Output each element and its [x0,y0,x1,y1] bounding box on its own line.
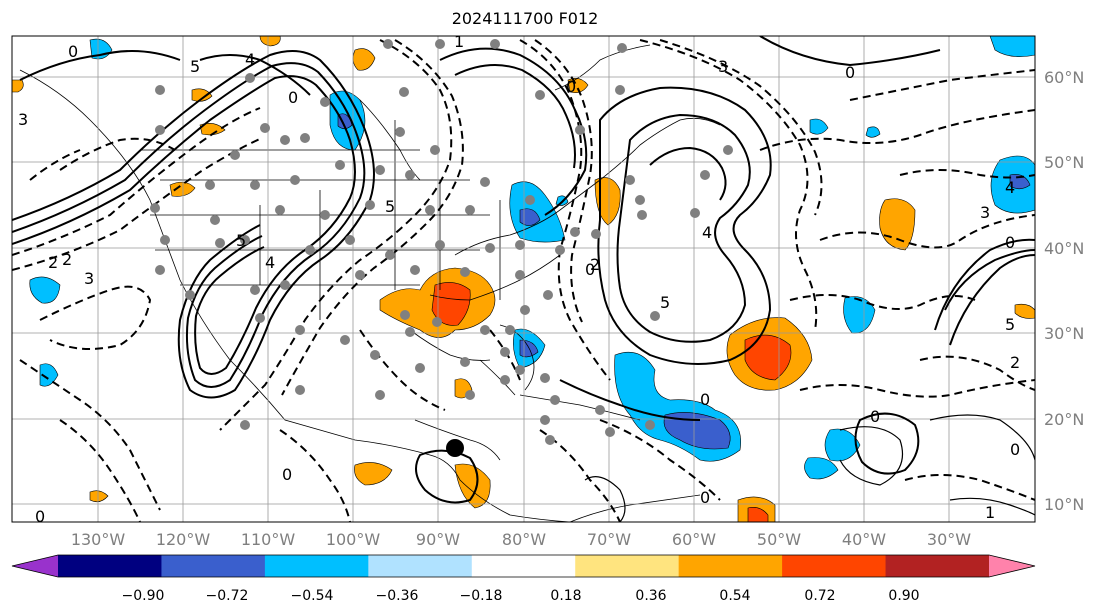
colorbar-tick-label: −0.90 [122,588,165,604]
contour-label: 0 [700,488,710,507]
colorbar-segment [782,555,887,577]
longitude-labels: 130°W 120°W 110°W 100°W 90°W 80°W 70°W 6… [71,530,971,549]
map-panel: 0 5 4 3 2 0 5 4 3 2 1 0 5 4 3 0 0 0 0 5 … [12,32,1035,526]
colorbar-segment [885,555,990,577]
colorbar-tick-label: −0.18 [460,588,503,604]
storm-marker [446,439,464,457]
colorbar-tick-label: 0.18 [550,588,581,604]
lon-label: 90°W [416,530,460,549]
contour-label: 3 [18,110,28,129]
lat-label: 60°N [1044,68,1084,87]
lat-label: 50°N [1044,153,1084,172]
colorbar-extension-low [12,555,58,577]
contour-labels: 0 5 4 3 2 0 5 4 3 2 1 0 5 4 3 0 0 0 0 5 … [18,32,1020,526]
lon-label: 100°W [326,530,381,549]
contour-label: 3 [980,203,990,222]
negative-shading [29,36,1035,480]
contour-label: 5 [190,57,200,76]
lon-label: 70°W [587,530,631,549]
contour-label: 5 [236,231,246,250]
contour-label: 0 [585,260,595,279]
colorbar-segment [471,555,576,577]
colorbar-segment [575,555,680,577]
colorbar-tick-label: −0.72 [206,588,249,604]
contour-label: 0 [282,465,292,484]
colorbar-segment [368,555,473,577]
contour-label: 0 [1010,440,1020,459]
contour-label: 2 [1010,353,1020,372]
contour-label: 5 [660,293,670,312]
colorbar-segment [58,555,162,577]
contour-label: 0 [870,407,880,426]
lon-label: 110°W [241,530,296,549]
contour-label: 5 [385,197,395,216]
contour-label: 0 [68,42,78,61]
lon-label: 80°W [502,530,546,549]
contour-label: 2 [590,255,600,274]
colorbar-tick-label: 0.72 [804,588,835,604]
colorbar-segment [678,555,783,577]
colorbar-segment [264,555,369,577]
lon-label: 40°W [842,530,886,549]
contour-label: 4 [1005,178,1015,197]
lon-label: 60°W [672,530,716,549]
colorbar-segment [161,555,266,577]
lon-label: 30°W [927,530,971,549]
map-frame [11,35,1036,523]
contour-label: 1 [454,32,464,51]
contour-label: 0 [35,507,45,526]
contour-label: 5 [1005,315,1015,334]
latitude-labels: 60°N 50°N 40°N 30°N 20°N 10°N [1044,68,1084,514]
colorbar-tick-label: −0.54 [291,588,334,604]
lat-label: 40°N [1044,239,1084,258]
colorbar-tick-label: −0.36 [376,588,419,604]
contour-label: 0 [845,63,855,82]
dashed-contours [12,39,1035,522]
contour-label: 3 [718,57,728,76]
contour-label: 0 [1005,233,1015,252]
colorbar-tick-label: 0.54 [719,588,750,604]
observation-points [150,39,733,445]
contour-label: 0 [700,390,710,409]
lat-label: 10°N [1044,495,1084,514]
solid-contours [12,36,1035,504]
contour-label: 0 [288,88,298,107]
contour-label: 2 [48,253,58,272]
lat-label: 20°N [1044,410,1084,429]
colorbar-tick-labels: −0.90 −0.72 −0.54 −0.36 −0.18 0.18 0.36 … [122,588,920,604]
contour-label: 0 [566,77,576,96]
thin-contours [584,414,1035,522]
lat-label: 30°N [1044,324,1084,343]
colorbar [11,554,1036,578]
contour-label: 3 [84,269,94,288]
colorbar-extension-high [989,555,1035,577]
lon-label: 130°W [71,530,126,549]
contour-label: 1 [985,503,995,522]
contour-label: 4 [245,50,255,69]
contour-label: 4 [702,223,712,242]
colorbar-tick-label: 0.36 [635,588,666,604]
contour-label: 2 [62,250,72,269]
contour-label: 4 [265,253,275,272]
colorbar-outline [11,554,1036,578]
lon-label: 120°W [156,530,211,549]
lon-label: 50°W [757,530,801,549]
map-title: 2024111700 F012 [451,9,599,28]
colorbar-tick-label: 0.90 [888,588,919,604]
